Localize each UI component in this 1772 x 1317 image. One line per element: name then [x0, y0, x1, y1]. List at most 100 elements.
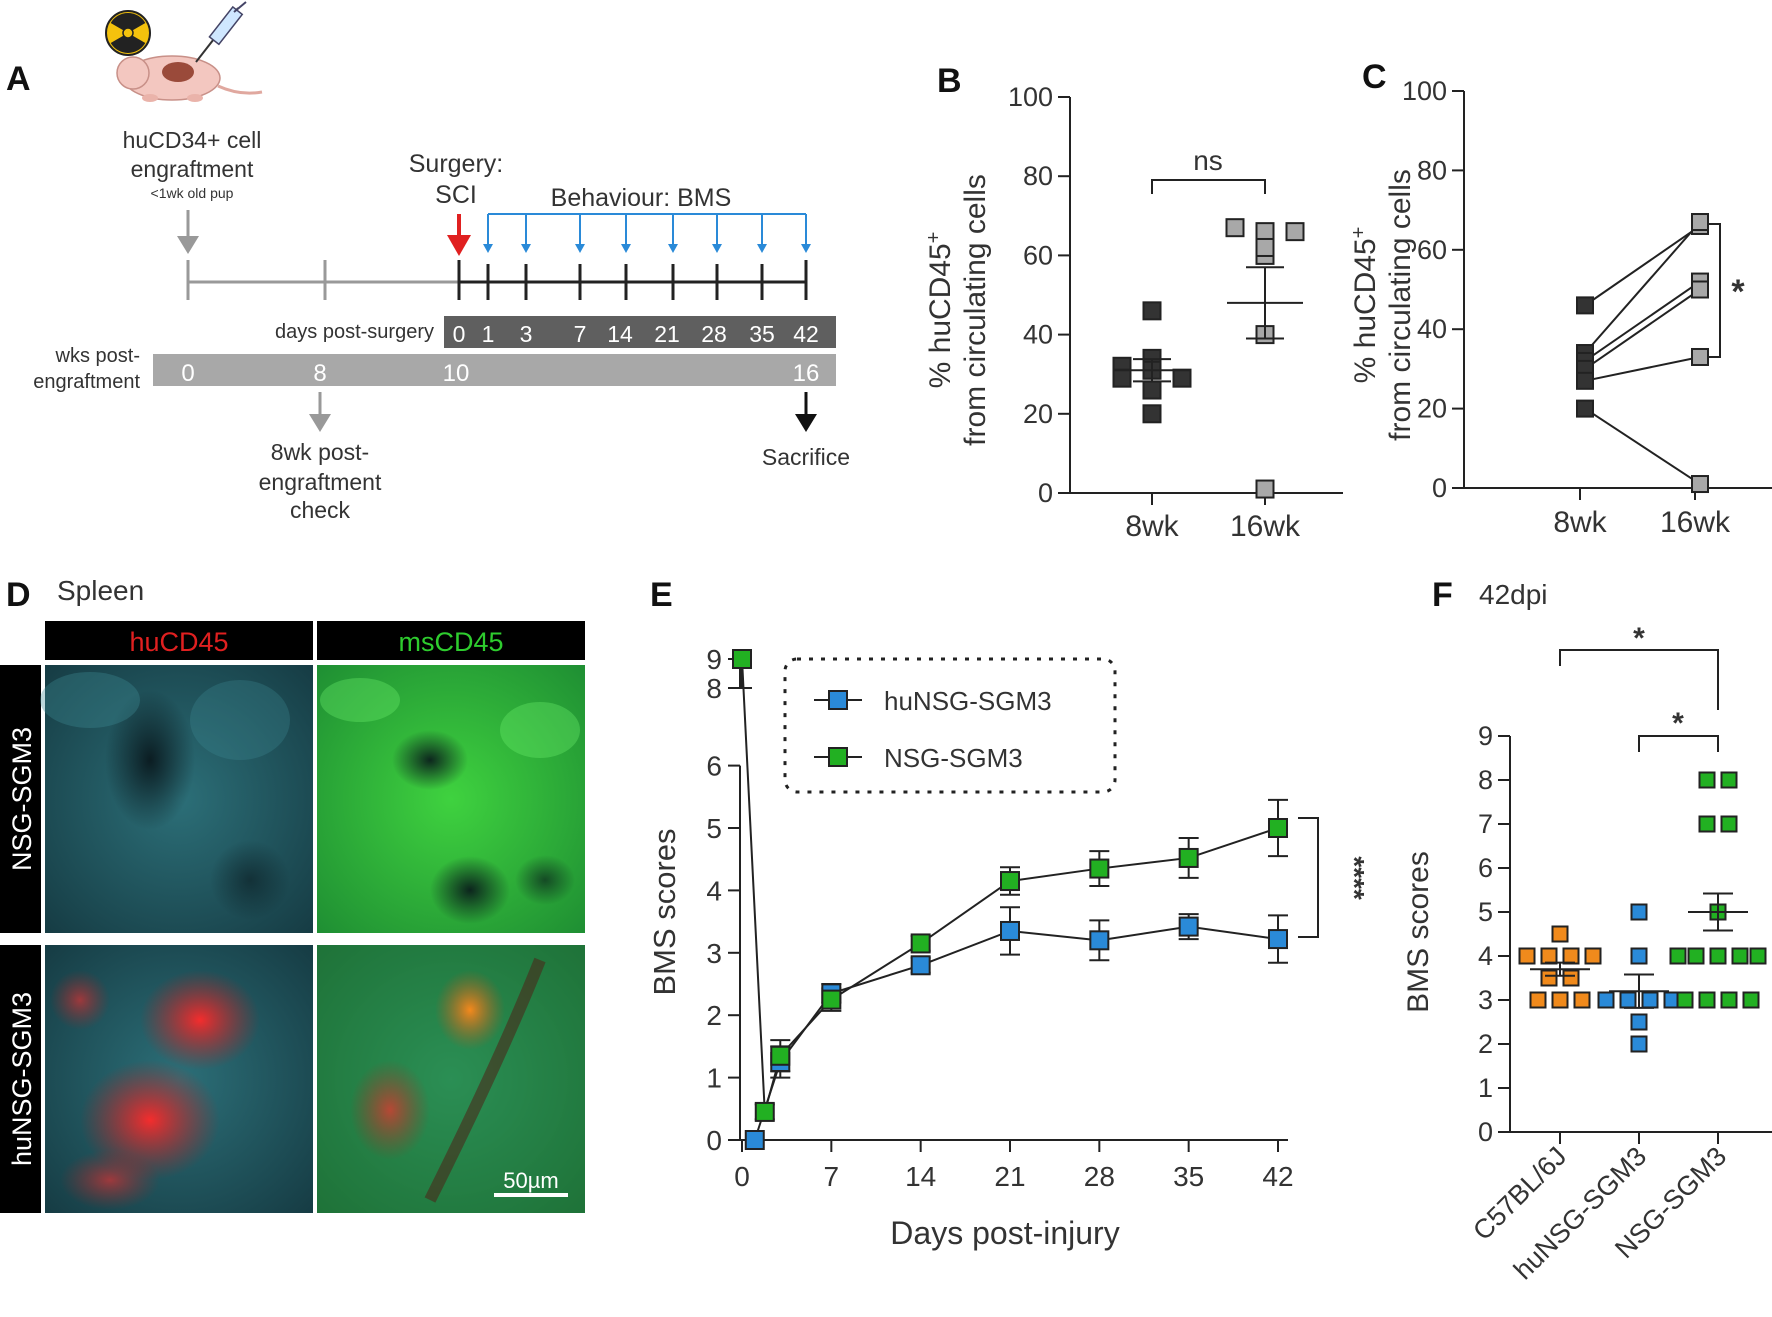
panel-c-y-tick-label: 100 — [1402, 76, 1447, 106]
panel-b-point — [1255, 479, 1275, 499]
panel-f-y-tick-label: 9 — [1478, 721, 1493, 751]
panel-f-ylabel: BMS scores — [1402, 851, 1435, 1013]
scale-bar-label: 50µm — [503, 1168, 558, 1193]
panel-f-point-2 — [1720, 815, 1738, 833]
panel-c-pair-line — [1584, 356, 1701, 382]
panel-f-point-0 — [1584, 947, 1602, 965]
panel-b-y-tick-label: 60 — [1023, 240, 1053, 270]
header-huCD45-box — [45, 621, 313, 660]
panel-e-y-tick-label: 0 — [706, 1125, 722, 1156]
legend-marker-nsg — [828, 747, 848, 767]
panel-f-marks — [1518, 771, 1767, 1053]
panel-b-y-tick-label: 80 — [1023, 161, 1053, 191]
header-msCD45: msCD45 — [398, 627, 503, 657]
panel-e-legend: huNSG-SGM3 NSG-SGM3 — [783, 657, 1117, 794]
days-tick-28: 28 — [701, 321, 727, 347]
radiation-icon — [105, 10, 151, 56]
panel-e-point-nsg — [1268, 818, 1288, 838]
panel-b-ylabel-2: from circulating cells — [959, 174, 992, 446]
panel-f-y-tick-label: 1 — [1478, 1073, 1493, 1103]
panel-c-point-8wk — [1576, 399, 1594, 418]
panel-e-sig-label: **** — [1339, 856, 1370, 900]
panel-c-pair-line — [1584, 225, 1701, 307]
panel-b-point — [1255, 222, 1275, 242]
panel-c-point-8wk — [1576, 296, 1594, 315]
wks-label-2: engraftment — [33, 371, 140, 393]
panel-c-ylabel-1: % huCD45+ — [1348, 227, 1382, 384]
panel-e-sig-bracket — [1298, 817, 1319, 938]
panel-f-title: 42dpi — [1479, 579, 1548, 610]
panel-c-pair-line — [1584, 288, 1701, 370]
panel-letter-d: D — [6, 576, 31, 614]
panel-c-pair-line — [1584, 280, 1701, 362]
panel-b-point — [1142, 380, 1162, 400]
panel-f-y-tick-label: 3 — [1478, 985, 1493, 1015]
panel-b-ns-bracket — [1151, 179, 1266, 194]
panel-c-y-tick-label: 60 — [1417, 235, 1447, 265]
panel-f-y-tick-label: 4 — [1478, 941, 1493, 971]
panel-f-sig-bracket-1 — [1559, 649, 1719, 710]
panel-e: E 0 1 2 3 4 5 6 89 0 7 14 21 28 35 42 BMS scores Days … — [647, 576, 1370, 1251]
panel-c-y-tick-label: 40 — [1417, 314, 1447, 344]
panel-e-x-tick-label: 35 — [1173, 1161, 1204, 1192]
sacrifice-arrow — [795, 392, 817, 432]
surgery-arrow — [447, 214, 471, 256]
panel-b-point — [1142, 301, 1162, 321]
panel-b-xtick-16wk: 16wk — [1230, 510, 1301, 543]
panel-e-point-nsg — [732, 649, 752, 669]
panel-f-point-2 — [1709, 947, 1727, 965]
days-label: days post-surgery — [275, 321, 434, 343]
panel-f-y-tick-label: 5 — [1478, 897, 1493, 927]
days-tick-14: 14 — [607, 321, 633, 347]
panel-a: A huCD34+ cell engraftment <1wk old pup — [6, 1, 850, 523]
days-tick-35: 35 — [749, 321, 775, 347]
panel-letter-f: F — [1432, 576, 1453, 614]
panel-e-x-tick-label: 21 — [994, 1161, 1025, 1192]
panel-e-point-nsg — [1089, 858, 1110, 879]
panel-c-sig-label: * — [1731, 273, 1745, 311]
panel-b-axes: 0 20 40 60 80 100 — [1008, 82, 1343, 508]
check-label-1: 8wk post- — [271, 439, 369, 465]
panel-e-x-tick-label: 7 — [824, 1161, 840, 1192]
timeline-axis — [186, 260, 808, 300]
check-label-3: check — [290, 497, 351, 523]
panel-f-point-2 — [1698, 815, 1716, 833]
panel-letter-e: E — [650, 576, 673, 614]
panel-b-point — [1142, 404, 1162, 424]
engraft-label-1: huCD34+ cell — [123, 127, 262, 153]
row-label-nsg: NSG-SGM3 — [7, 727, 37, 871]
panel-e-line-hunsg — [753, 925, 1279, 1141]
panel-c-axes: 0 20 40 60 80 100 — [1402, 76, 1772, 503]
panel-f-point-0 — [1529, 991, 1547, 1009]
days-tick-3: 3 — [520, 321, 533, 347]
panel-c-point-16wk — [1691, 475, 1709, 494]
panel-b-point — [1285, 222, 1305, 242]
panel-f-point-2 — [1669, 947, 1687, 965]
panel-f-sig-label-2: * — [1672, 707, 1684, 740]
header-msCD45-box — [317, 621, 585, 660]
panel-e-point-hunsg — [910, 955, 931, 976]
wks-tick-8: 8 — [313, 360, 326, 387]
panel-e-point-hunsg — [1089, 930, 1110, 951]
engraft-arrow — [177, 210, 199, 254]
panel-c-point-16wk — [1691, 213, 1709, 232]
legend-label-hunsg: huNSG-SGM3 — [884, 686, 1052, 716]
panel-e-y-tick-label: 3 — [706, 938, 722, 969]
panel-c-pair-line — [1584, 221, 1701, 354]
panel-f-point-2 — [1749, 947, 1767, 965]
panel-b-ylabel-1: % huCD45+ — [923, 232, 957, 389]
panel-e-axes: 0 1 2 3 4 5 6 89 0 7 14 21 28 35 42 — [706, 644, 1293, 1192]
panel-e-y-tick-label: 9 — [706, 644, 722, 675]
panel-e-point-hunsg — [744, 1130, 765, 1150]
panel-c-point-16wk — [1691, 347, 1709, 366]
panel-e-marks — [732, 649, 1288, 1150]
panel-b-point — [1255, 237, 1275, 257]
panel-d: D Spleen huCD45 msCD45 NSG-SGM3 huNSG-SG… — [0, 575, 585, 1213]
panel-f-point-2 — [1720, 771, 1738, 789]
engraft-label-3: <1wk old pup — [151, 185, 234, 201]
panel-f-point-0 — [1540, 969, 1558, 987]
panel-f-y-tick-label: 8 — [1478, 765, 1493, 795]
micrograph-hunsg-msCD45 — [317, 945, 585, 1213]
